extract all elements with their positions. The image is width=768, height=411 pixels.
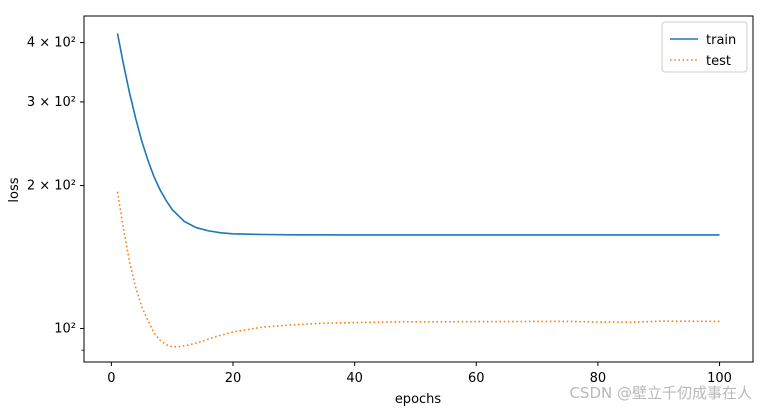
- x-axis: 0 20 40 60 80 100: [107, 362, 732, 386]
- x-tick-label: 100: [707, 371, 732, 386]
- series-line-test: [116, 191, 720, 348]
- y-tick-label: 4 × 10²: [27, 36, 76, 51]
- x-axis-label: epochs: [395, 392, 442, 407]
- series-line-train: [116, 33, 720, 236]
- x-tick-label: 20: [225, 371, 242, 386]
- legend-label-train: train: [706, 33, 736, 48]
- y-axis-label: loss: [7, 177, 22, 202]
- x-tick-label: 40: [346, 371, 363, 386]
- y-tick-label: 2 × 10²: [27, 179, 76, 194]
- x-tick-label: 80: [590, 371, 607, 386]
- y-tick-label: 3 × 10²: [27, 95, 76, 110]
- y-tick-label: 10²: [54, 321, 76, 336]
- plot-area: [83, 15, 754, 363]
- series-layer: [116, 33, 720, 348]
- y-axis: 10² 2 × 10² 3 × 10² 4 × 10²: [27, 36, 84, 351]
- x-tick-label: 60: [468, 371, 485, 386]
- x-tick-label: 0: [107, 371, 115, 386]
- watermark: CSDN @壁立千仞成事在人: [569, 384, 752, 402]
- legend-label-test: test: [706, 54, 731, 69]
- legend: train test: [661, 21, 748, 73]
